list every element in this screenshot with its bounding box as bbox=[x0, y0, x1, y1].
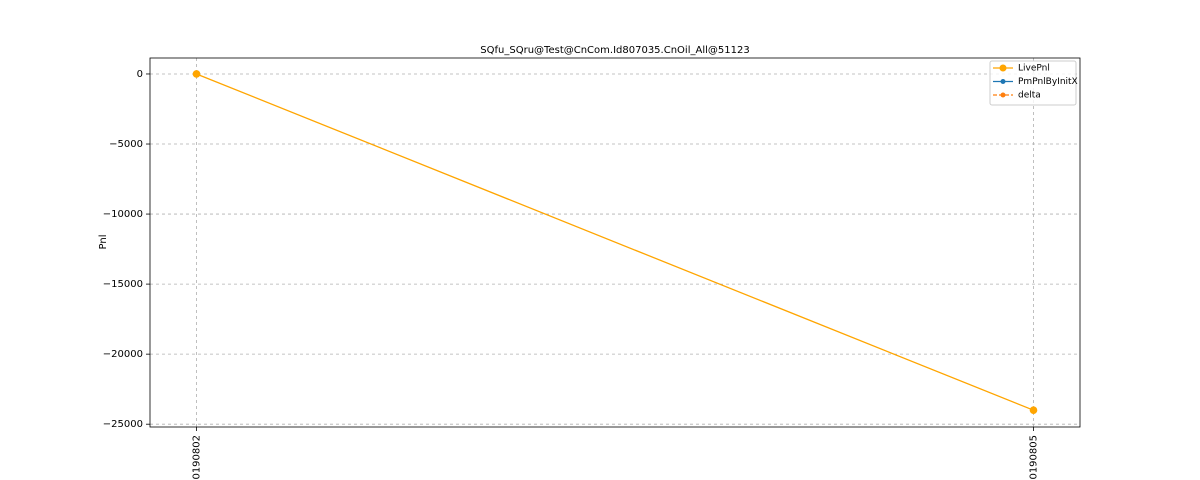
legend-marker bbox=[1000, 79, 1006, 84]
legend-label: PmPnlByInitX bbox=[1018, 77, 1078, 87]
legend-label: LivePnl bbox=[1018, 64, 1050, 74]
x-tick-label: 20190805 bbox=[1029, 435, 1040, 480]
data-point bbox=[192, 70, 201, 78]
chart-title: SQfu_SQru@Test@CnCom.Id807035.CnOil_All@… bbox=[480, 45, 749, 56]
plot-frame bbox=[149, 57, 1081, 428]
legend: LivePnl PmPnlByInitX delta bbox=[989, 60, 1078, 106]
legend-marker bbox=[1000, 92, 1006, 98]
data-point bbox=[1029, 406, 1038, 414]
y-tick-label: −20000 bbox=[103, 349, 143, 360]
y-tick-label: −10000 bbox=[103, 209, 143, 220]
legend-box bbox=[989, 60, 1077, 106]
series-line bbox=[196, 73, 1034, 411]
legend-marker bbox=[999, 64, 1007, 72]
x-tick-label: 20190802 bbox=[192, 435, 203, 480]
legend-label: delta bbox=[1018, 91, 1041, 101]
y-tick-label: 0 bbox=[137, 69, 143, 80]
y-tick-label: −15000 bbox=[103, 279, 143, 290]
y-axis-label: Pnl bbox=[98, 235, 109, 250]
y-tick-label: −5000 bbox=[109, 139, 143, 150]
y-tick-label: −25000 bbox=[103, 419, 143, 430]
